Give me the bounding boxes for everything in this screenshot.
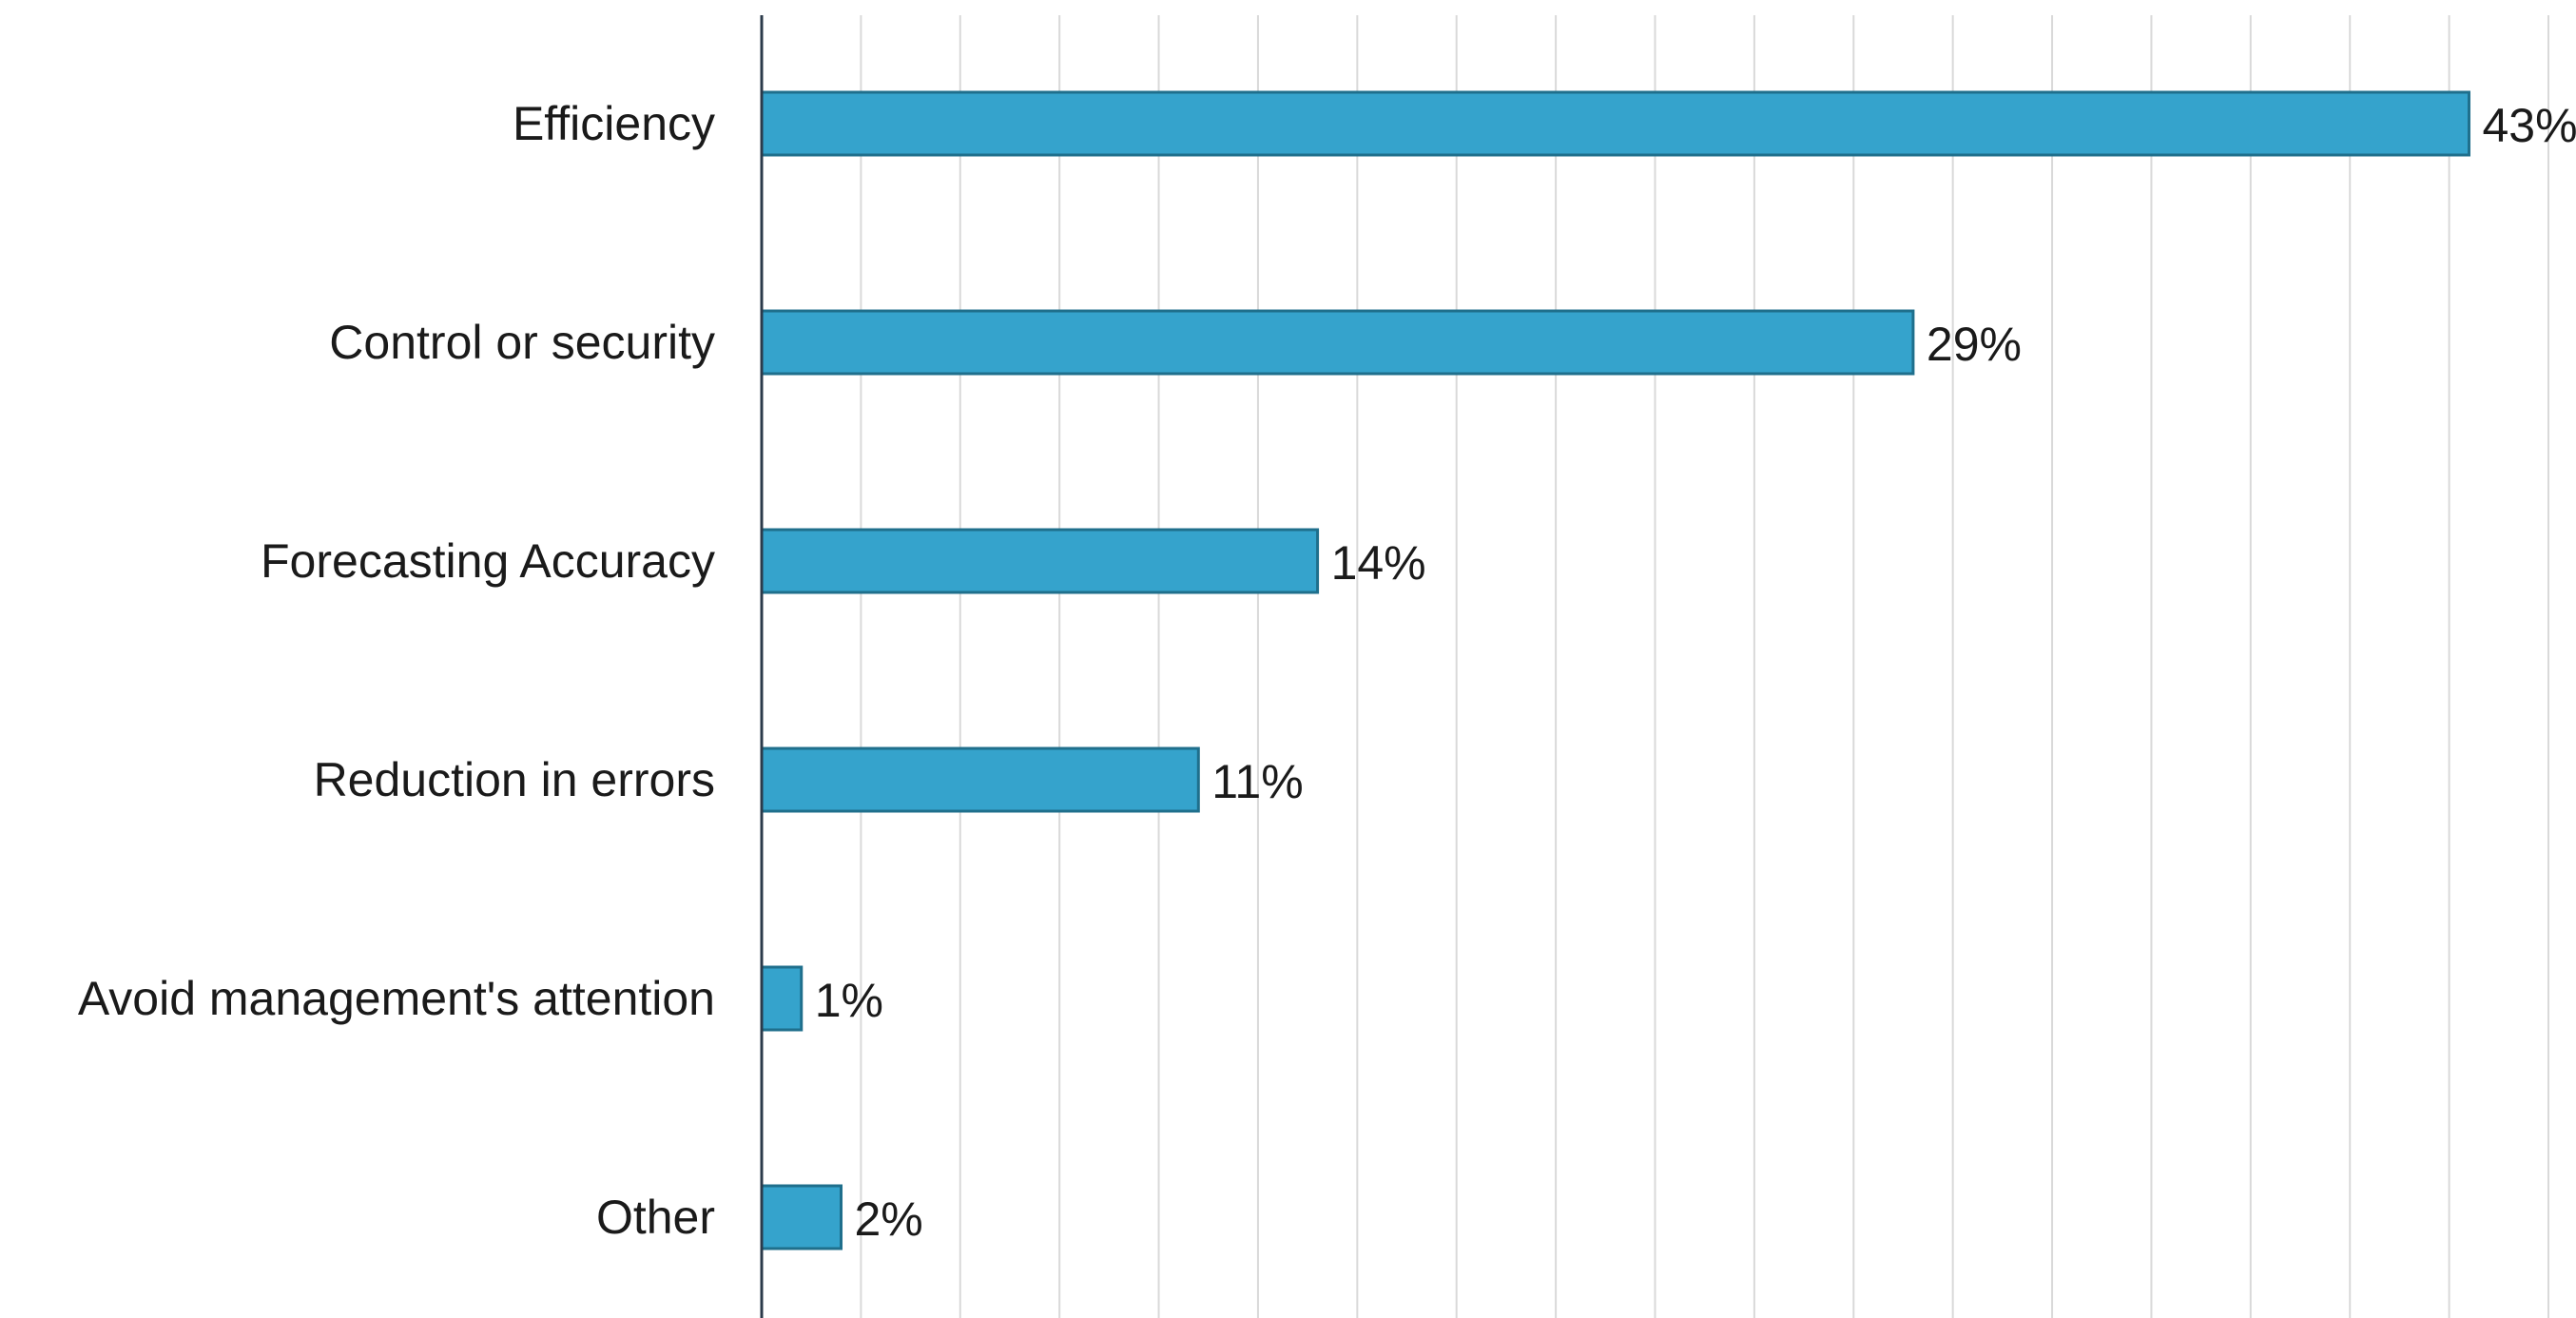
- value-label: 14%: [1331, 536, 1426, 590]
- bar: [760, 90, 2470, 157]
- bar: [760, 965, 804, 1032]
- value-label: 2%: [855, 1192, 923, 1246]
- bar: [760, 309, 1915, 376]
- category-label: Reduction in errors: [314, 753, 715, 806]
- category-label: Efficiency: [513, 97, 715, 150]
- gridlines: [860, 15, 2549, 1318]
- value-label: 43%: [2482, 99, 2576, 152]
- category-label: Forecasting Accuracy: [261, 534, 715, 588]
- category-label: Avoid management's attention: [78, 972, 715, 1025]
- value-label: 11%: [1211, 755, 1303, 808]
- category-label: Other: [596, 1191, 715, 1244]
- value-label: 29%: [1927, 318, 2022, 371]
- bar: [760, 528, 1320, 594]
- bars: [760, 90, 2470, 1250]
- bar: [760, 746, 1200, 813]
- category-label: Control or security: [329, 316, 715, 369]
- labels: Efficiency 43% Control or security 29% Forec…: [78, 97, 2576, 1246]
- bar: [760, 1184, 843, 1250]
- value-label: 1%: [815, 974, 883, 1027]
